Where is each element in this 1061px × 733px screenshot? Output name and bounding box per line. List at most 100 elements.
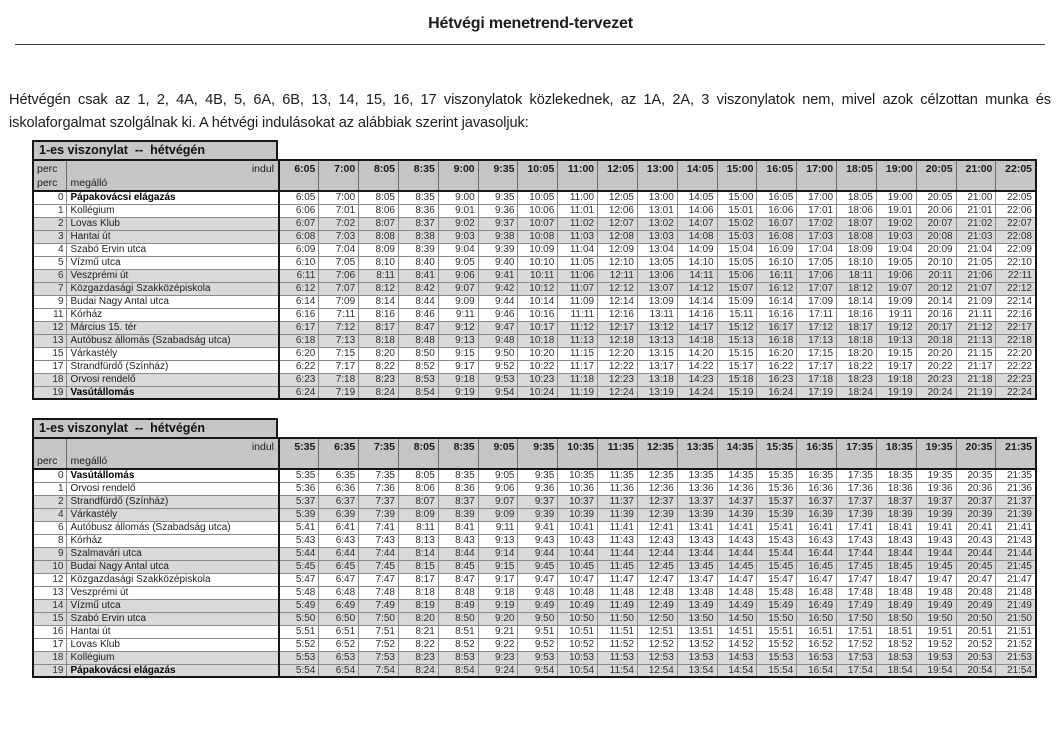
time-cell: 13:00 <box>636 190 678 205</box>
table-title: 1-es viszonylat -- hétvégén <box>32 418 278 437</box>
time-cell: 11:37 <box>597 494 638 509</box>
time-cell: 13:02 <box>636 216 678 231</box>
time-cell: 9:39 <box>517 507 559 522</box>
time-cell: 17:54 <box>836 663 877 678</box>
time-cell: 8:51 <box>437 624 479 639</box>
time-cell: 15:37 <box>756 494 798 509</box>
perc-cell: 17 <box>32 359 67 374</box>
stop-name-cell: Szabó Ervin utca <box>65 242 280 257</box>
time-cell: 5:54 <box>278 663 320 678</box>
time-cell: 15:49 <box>756 598 798 613</box>
perc-cell: 9 <box>32 294 67 309</box>
time-cell: 7:52 <box>358 637 399 652</box>
time-cell: 7:49 <box>358 598 399 613</box>
time-cell: 10:35 <box>557 468 599 483</box>
time-cell: 15:36 <box>756 481 798 496</box>
time-cell: 9:44 <box>477 294 519 309</box>
time-cell: 7:35 <box>358 468 399 483</box>
timetable-row: 7 Közgazdasági Szakközépiskola 6:12 7:07 8:1… <box>32 281 1037 296</box>
time-cell: 12:54 <box>636 663 678 678</box>
stop-name-cell: Kollégium <box>65 650 280 665</box>
time-cell: 8:39 <box>437 507 479 522</box>
time-cell: 13:05 <box>636 255 678 270</box>
time-cell: 19:37 <box>915 494 957 509</box>
time-cell: 9:50 <box>517 611 559 626</box>
time-cell: 9:09 <box>477 507 519 522</box>
time-cell: 11:53 <box>597 650 638 665</box>
perc-cell: 4 <box>32 242 67 257</box>
time-cell: 19:43 <box>915 533 957 548</box>
time-cell: 12:11 <box>597 268 638 283</box>
time-cell: 5:43 <box>278 533 320 548</box>
stop-name-cell: Hantai út <box>65 624 280 639</box>
timetable-row: 2 Lovas Klub 6:07 7:02 8:07 8:37 9:02 9:37 10:07… <box>32 216 1037 231</box>
megallo-label: megálló <box>66 176 280 192</box>
time-cell: 21:48 <box>995 585 1037 600</box>
time-cell: 22:08 <box>995 229 1037 244</box>
time-cell: 20:49 <box>955 598 997 613</box>
departure-time-header: 15:00 <box>716 159 758 192</box>
perc-cell: 14 <box>32 598 67 613</box>
time-cell: 14:22 <box>676 359 718 374</box>
time-cell: 7:06 <box>318 268 360 283</box>
time-cell: 16:44 <box>796 546 838 561</box>
time-cell: 11:36 <box>597 481 638 496</box>
time-cell: 7:54 <box>358 663 399 678</box>
time-cell: 16:18 <box>756 333 798 348</box>
time-cell: 7:18 <box>318 372 360 387</box>
time-cell: 8:18 <box>397 585 439 600</box>
time-cell: 13:54 <box>676 663 718 678</box>
time-cell: 6:23 <box>278 372 320 387</box>
timetable-row: 17 Strandfürdő (Színház) 6:22 7:17 8:22 8:52 9… <box>32 359 1037 374</box>
time-cell: 19:03 <box>875 229 917 244</box>
time-cell: 13:45 <box>676 559 718 574</box>
timetable-row: 17 Lovas Klub 5:52 6:52 7:52 8:22 8:52 9:22 9:52… <box>32 637 1037 652</box>
perc-cell: 19 <box>32 385 67 400</box>
timetable-row: 10 Budai Nagy Antal utca 5:45 6:45 7:45 8:15 8… <box>32 559 1037 574</box>
stop-name-cell: Hantai út <box>65 229 280 244</box>
departure-time-header: 7:35 <box>358 437 399 470</box>
time-cell: 17:07 <box>796 281 838 296</box>
time-cell: 8:15 <box>397 559 439 574</box>
stop-name-cell: Közgazdasági Szakközépiskola <box>65 572 280 587</box>
time-cell: 7:44 <box>358 546 399 561</box>
time-cell: 9:05 <box>437 255 479 270</box>
time-cell: 11:11 <box>557 307 599 322</box>
time-cell: 9:13 <box>477 533 519 548</box>
time-cell: 12:36 <box>636 481 678 496</box>
time-cell: 9:44 <box>517 546 559 561</box>
time-cell: 12:52 <box>636 637 678 652</box>
time-cell: 5:53 <box>278 650 320 665</box>
time-cell: 8:42 <box>397 281 439 296</box>
time-cell: 9:11 <box>437 307 479 322</box>
time-cell: 14:16 <box>676 307 718 322</box>
perc-label: perc <box>33 454 67 470</box>
time-cell: 12:37 <box>636 494 678 509</box>
time-cell: 11:07 <box>557 281 599 296</box>
time-cell: 14:08 <box>676 229 718 244</box>
time-cell: 18:48 <box>875 585 917 600</box>
time-cell: 14:35 <box>716 468 758 483</box>
departure-time-header: 9:05 <box>477 437 519 470</box>
time-cell: 13:37 <box>676 494 718 509</box>
title-divider <box>15 44 1045 45</box>
time-cell: 18:50 <box>875 611 917 626</box>
perc-label: perc <box>33 176 67 192</box>
time-cell: 8:46 <box>397 307 439 322</box>
stop-name-cell: Strandfürdő (Színház) <box>65 359 280 374</box>
time-cell: 6:53 <box>318 650 360 665</box>
time-cell: 9:48 <box>477 333 519 348</box>
perc-cell: 12 <box>32 572 67 587</box>
time-cell: 6:52 <box>318 637 360 652</box>
time-cell: 9:03 <box>437 229 479 244</box>
time-cell: 5:52 <box>278 637 320 652</box>
time-cell: 8:52 <box>437 637 479 652</box>
time-cell: 9:54 <box>477 385 519 400</box>
time-cell: 9:15 <box>437 346 479 361</box>
time-cell: 19:48 <box>915 585 957 600</box>
time-cell: 8:54 <box>437 663 479 678</box>
time-cell: 8:11 <box>358 268 399 283</box>
time-cell: 8:41 <box>397 268 439 283</box>
time-cell: 22:09 <box>995 242 1037 257</box>
time-cell: 9:21 <box>477 624 519 639</box>
